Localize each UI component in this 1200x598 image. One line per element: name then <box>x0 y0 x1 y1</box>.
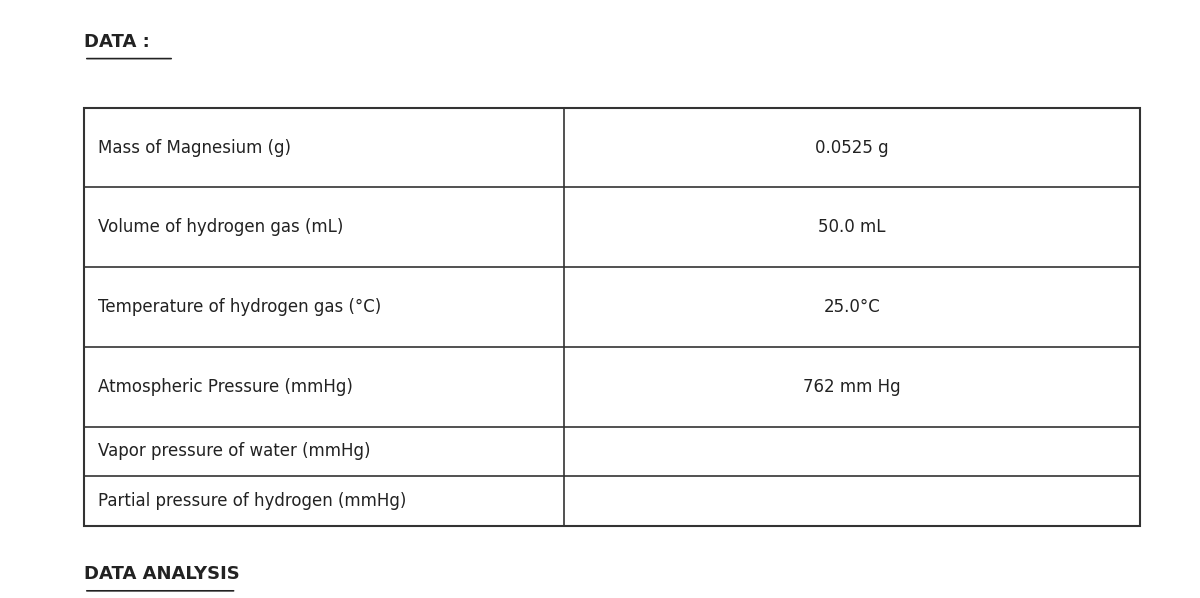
Text: Volume of hydrogen gas (mL): Volume of hydrogen gas (mL) <box>98 218 343 236</box>
Text: DATA ANALYSIS: DATA ANALYSIS <box>84 565 240 583</box>
Text: 0.0525 g: 0.0525 g <box>815 139 889 157</box>
Text: Atmospheric Pressure (mmHg): Atmospheric Pressure (mmHg) <box>98 378 353 396</box>
Text: Temperature of hydrogen gas (°C): Temperature of hydrogen gas (°C) <box>98 298 382 316</box>
Text: Vapor pressure of water (mmHg): Vapor pressure of water (mmHg) <box>98 443 371 460</box>
Text: 25.0°C: 25.0°C <box>823 298 881 316</box>
Text: Mass of Magnesium (g): Mass of Magnesium (g) <box>98 139 292 157</box>
Text: Partial pressure of hydrogen (mmHg): Partial pressure of hydrogen (mmHg) <box>98 492 407 510</box>
Text: 50.0 mL: 50.0 mL <box>818 218 886 236</box>
Text: 762 mm Hg: 762 mm Hg <box>803 378 901 396</box>
Text: DATA :: DATA : <box>84 33 150 51</box>
